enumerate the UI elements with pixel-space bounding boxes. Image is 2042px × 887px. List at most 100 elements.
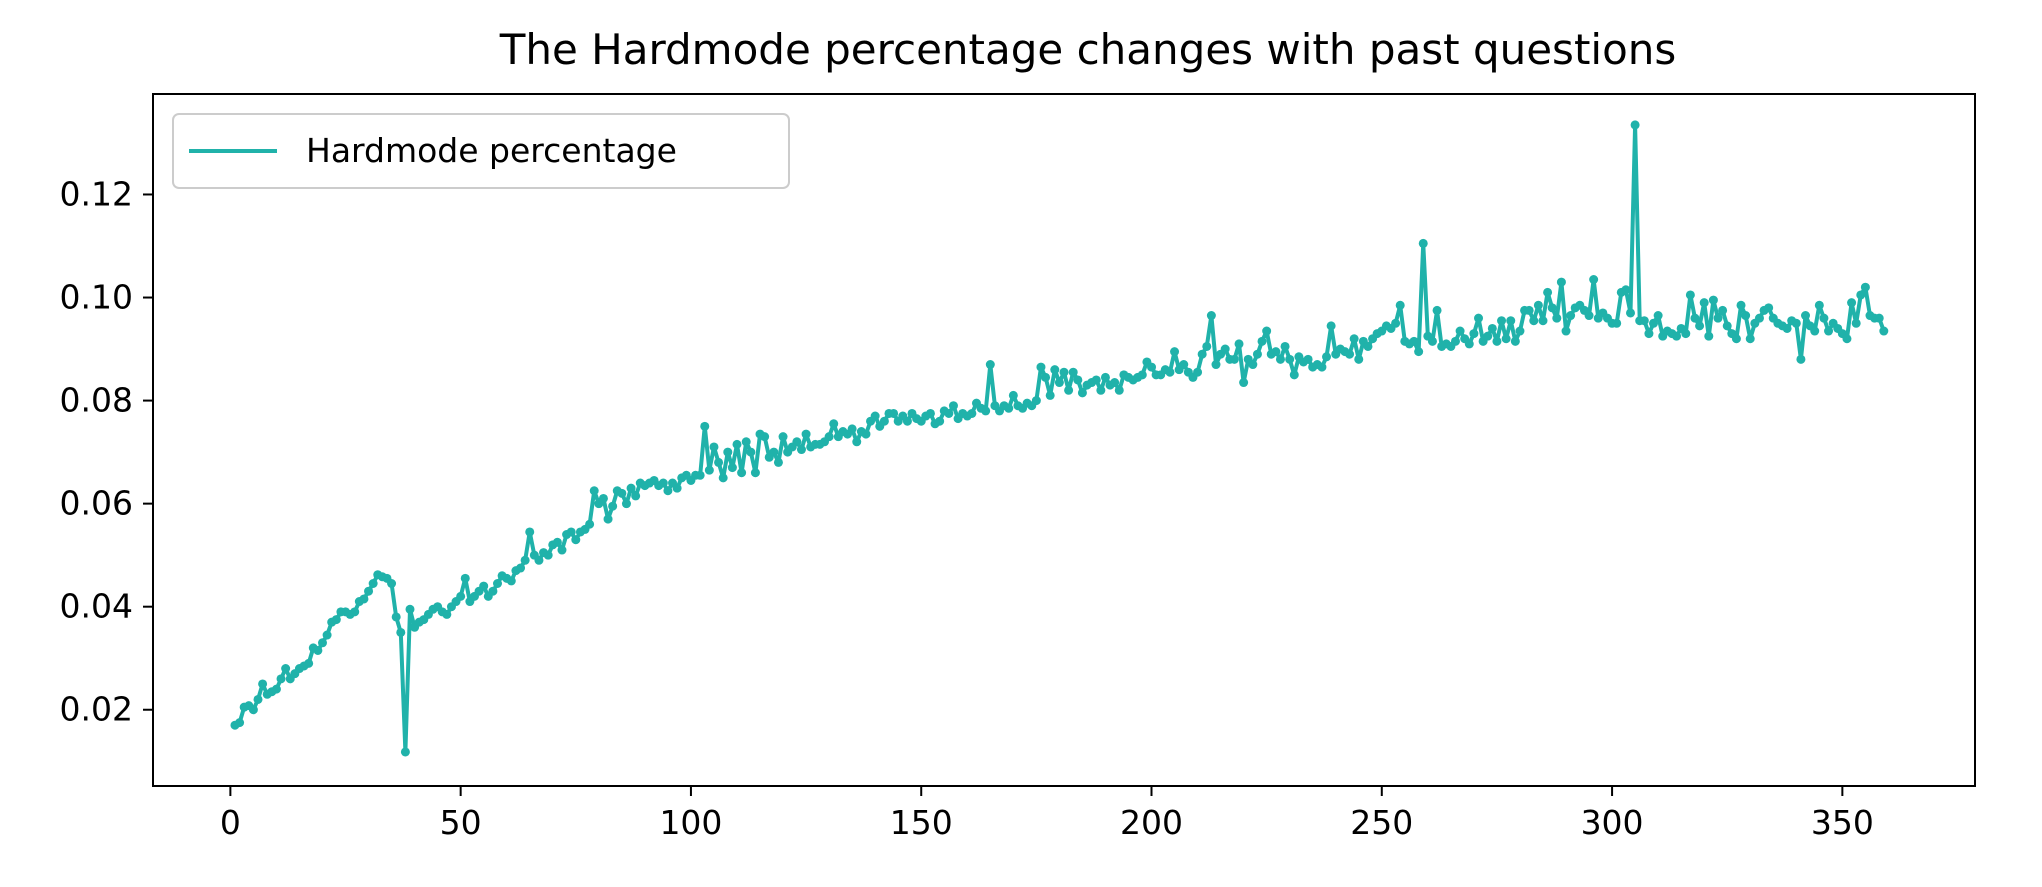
data-point	[723, 447, 733, 457]
data-point	[1045, 390, 1055, 400]
data-point	[1455, 326, 1465, 336]
data-point	[746, 447, 756, 457]
data-point	[543, 550, 553, 560]
data-point	[1879, 326, 1889, 336]
data-point	[1695, 321, 1705, 331]
data-point	[1745, 334, 1755, 344]
data-point	[1004, 403, 1014, 413]
data-point	[1796, 354, 1806, 364]
data-point	[1077, 388, 1087, 398]
data-point	[400, 747, 410, 757]
legend-label: Hardmode percentage	[306, 131, 677, 170]
data-point	[1718, 305, 1728, 315]
x-axis: 0 50 100 150 200 250 300 350	[220, 786, 1874, 842]
y-tick-label: 0.02	[60, 690, 133, 729]
data-point	[1289, 370, 1299, 380]
data-point	[1248, 360, 1258, 370]
data-point	[331, 615, 341, 625]
y-tick-label: 0.06	[60, 484, 133, 523]
data-point	[1722, 321, 1732, 331]
data-point	[1418, 238, 1428, 248]
data-point	[1322, 352, 1332, 362]
data-point	[1782, 323, 1792, 333]
data-point	[1566, 311, 1576, 321]
data-point	[1064, 385, 1074, 395]
data-point	[1713, 313, 1723, 323]
data-point	[506, 576, 516, 586]
y-tick-label: 0.10	[60, 278, 133, 317]
data-point	[1179, 360, 1189, 370]
data-point	[525, 527, 535, 537]
data-point	[1814, 300, 1824, 310]
data-point	[364, 586, 374, 596]
data-point	[368, 579, 378, 588]
data-point	[571, 535, 581, 545]
data-point	[1483, 331, 1493, 341]
x-tick-label: 0	[220, 803, 241, 842]
data-point	[387, 579, 397, 588]
data-point	[1197, 349, 1207, 359]
data-point	[516, 563, 526, 573]
x-tick-label: 100	[659, 803, 722, 842]
data-point	[1345, 349, 1355, 359]
data-point	[493, 579, 502, 588]
data-point	[1547, 303, 1557, 313]
data-point	[1137, 370, 1147, 380]
data-point	[1349, 334, 1359, 344]
data-point	[1810, 326, 1820, 336]
data-point	[258, 679, 268, 689]
data-point	[1271, 347, 1281, 357]
data-point	[1326, 321, 1336, 331]
data-point	[1860, 282, 1870, 292]
y-tick-label: 0.08	[60, 381, 133, 420]
data-point	[1621, 285, 1631, 295]
data-point	[1630, 120, 1640, 130]
y-tick-label: 0.12	[60, 174, 133, 213]
data-point	[1239, 378, 1249, 388]
x-tick-label: 350	[1811, 803, 1874, 842]
data-point	[1704, 331, 1714, 341]
data-point	[1626, 308, 1635, 318]
data-point	[1165, 367, 1175, 377]
data-point	[718, 473, 728, 483]
data-point	[1100, 372, 1110, 382]
data-point	[935, 416, 945, 426]
series-group	[230, 120, 1889, 757]
data-point	[967, 408, 977, 418]
data-point	[1068, 367, 1078, 377]
data-point	[1791, 318, 1801, 328]
data-point	[792, 437, 802, 447]
x-tick-label: 300	[1581, 803, 1644, 842]
data-point	[1193, 367, 1203, 377]
data-point	[1492, 336, 1502, 346]
data-point	[391, 612, 401, 622]
data-point	[1432, 305, 1442, 315]
data-point	[1354, 354, 1364, 364]
data-point	[1464, 339, 1474, 349]
data-point	[1414, 347, 1424, 357]
data-point	[981, 406, 991, 416]
data-point	[1524, 305, 1534, 315]
data-point	[948, 401, 958, 411]
data-point	[1506, 316, 1516, 326]
chart-title: The Hardmode percentage changes with pas…	[499, 25, 1677, 74]
data-point	[847, 424, 857, 434]
data-point	[1497, 316, 1507, 326]
data-point	[608, 501, 618, 511]
data-point	[1170, 347, 1180, 357]
data-point	[1450, 336, 1460, 346]
data-point	[1050, 365, 1060, 375]
data-point	[1262, 326, 1272, 336]
data-point	[709, 442, 719, 452]
data-point	[1584, 311, 1594, 321]
plot-frame	[152, 93, 1976, 787]
data-point	[801, 429, 811, 439]
data-point	[589, 486, 599, 496]
data-point	[1257, 336, 1267, 346]
data-point	[253, 694, 263, 704]
x-tick-label: 200	[1120, 803, 1183, 842]
data-point	[1206, 311, 1216, 321]
data-point	[658, 478, 668, 488]
data-point	[281, 664, 291, 674]
data-point	[796, 445, 806, 455]
